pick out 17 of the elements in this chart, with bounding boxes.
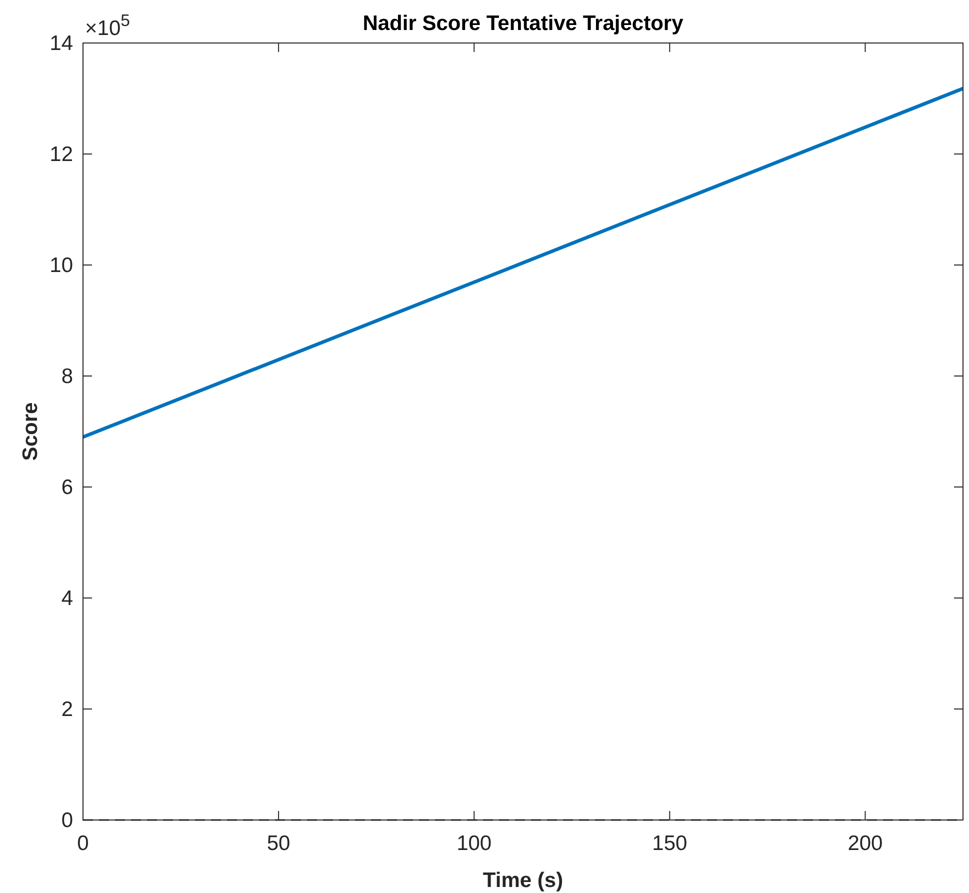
x-tick-label: 150	[652, 832, 688, 855]
x-axis-title: Time (s)	[482, 869, 564, 892]
y-tick-label: 0	[61, 809, 73, 832]
y-tick-label: 4	[61, 587, 74, 610]
x-tick-label: 0	[77, 832, 89, 855]
y-axis-title: Score	[19, 402, 42, 461]
y-tick-label: 12	[50, 143, 73, 166]
x-tick-label: 200	[848, 832, 883, 855]
x-tick-label: 50	[266, 832, 290, 855]
y-tick-label: 8	[61, 365, 73, 388]
y-tick-label: 6	[61, 476, 73, 499]
y-tick-label: 10	[50, 254, 73, 277]
x-tick-label: 100	[456, 832, 492, 855]
text: ×10$^{5}$	[85, 10, 130, 40]
y-tick-label: 2	[61, 698, 73, 721]
chart-title: Nadir Score Tentative Trajectory	[362, 12, 684, 35]
y-tick-label: 14	[50, 32, 74, 55]
